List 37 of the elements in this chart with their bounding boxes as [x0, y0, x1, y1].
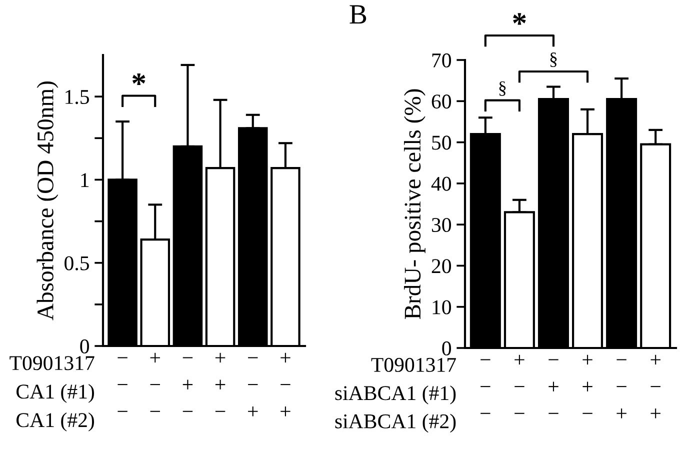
text: siABCA1 (#1) [335, 385, 456, 404]
y-tick-label: 0 [442, 341, 452, 356]
annotation: § [550, 52, 557, 68]
category-label: + − − [150, 352, 160, 412]
y-axis-title: BrdU- positive cells (%) [404, 89, 426, 320]
text: CA1 (#2) [16, 412, 94, 432]
text: T0901317 [10, 356, 94, 370]
annotation: § [499, 81, 506, 96]
y-tick-label: 50 [432, 136, 452, 150]
y-tick-label: 0.5 [64, 256, 89, 270]
x-tick-label: + − + [650, 354, 660, 418]
category-label: + − − [514, 354, 524, 414]
x-tick-label: + − + [280, 352, 290, 416]
text: * [513, 13, 526, 25]
y-tick-label: 20 [432, 259, 452, 274]
y-tick-label: 1.5 [66, 90, 89, 104]
y-tick-label: 1 [81, 173, 89, 187]
x-tick-label: + + − [215, 352, 226, 412]
y-tick-label: 30 [432, 218, 452, 232]
category-label: − − − [118, 357, 128, 412]
chart-title: B [350, 5, 366, 24]
annotation: * [132, 73, 146, 85]
y-tick-label: 40 [431, 176, 452, 191]
y-tick-label: 60 [432, 94, 452, 109]
x-tick-label: − + − [182, 357, 193, 412]
text: siABCA1 (#2) [335, 414, 456, 433]
category-label: − − − [480, 359, 490, 414]
category-label: − − + [248, 357, 258, 416]
text: T0901317 [371, 358, 456, 372]
text: CA1 (#1) [16, 384, 94, 403]
category-label: − − + [616, 359, 626, 418]
y-axis-title: Absorbance (OD 450nm) [36, 82, 58, 320]
x-tick-label: − + − [548, 359, 558, 414]
y-tick-label: 0 [80, 339, 90, 354]
y-tick-label: 10 [432, 300, 452, 314]
x-tick-label: + + − [582, 354, 592, 414]
y-tick-label: 70 [432, 53, 452, 68]
